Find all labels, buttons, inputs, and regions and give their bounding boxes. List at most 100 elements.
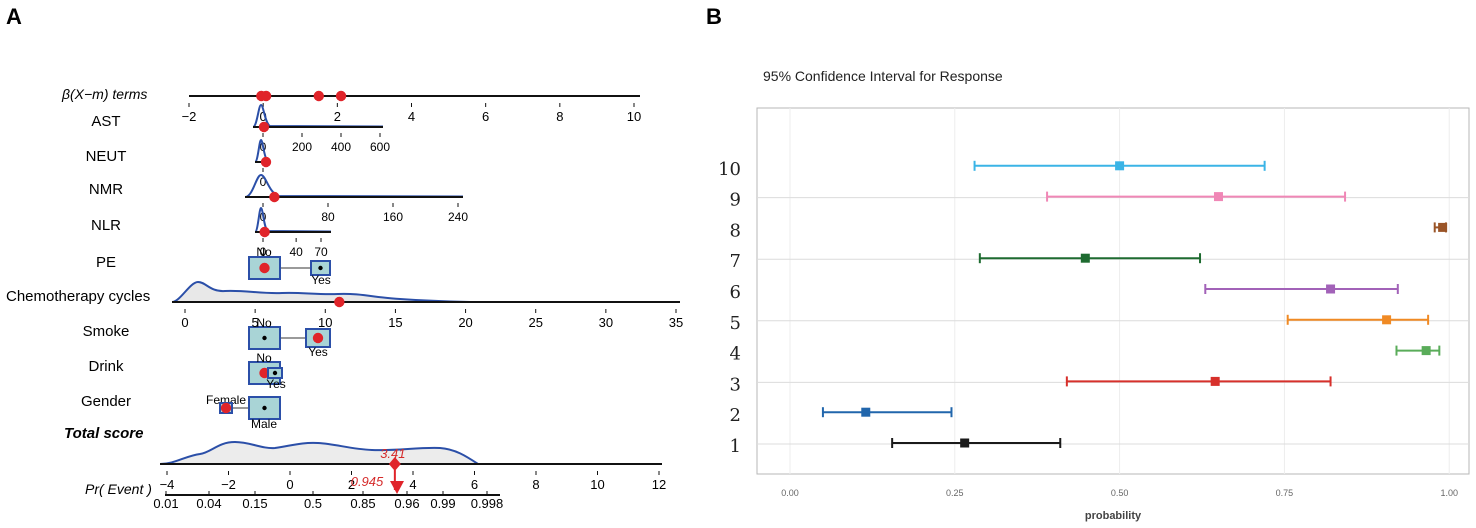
y-tick-label: 1 bbox=[730, 436, 741, 457]
row-label: NLR bbox=[91, 217, 121, 234]
tick-label: 70 bbox=[314, 245, 328, 259]
y-tick-label: 8 bbox=[730, 220, 741, 241]
row-label: Pr( Event ) bbox=[85, 481, 152, 497]
tick-label: 0 bbox=[260, 109, 267, 124]
point-estimate bbox=[960, 438, 970, 448]
level-label: No bbox=[256, 351, 272, 365]
point-estimate bbox=[1115, 161, 1125, 171]
total-score-value: 3.41 bbox=[380, 446, 405, 461]
tick-label: 0.96 bbox=[394, 496, 419, 511]
density-curve bbox=[252, 103, 384, 128]
level-label: No bbox=[256, 316, 272, 330]
row-label: Smoke bbox=[83, 323, 130, 340]
x-tick-label: 0.50 bbox=[1111, 488, 1129, 498]
tick-label: 600 bbox=[370, 140, 390, 154]
selected-level-point bbox=[312, 332, 324, 344]
tick-label: 10 bbox=[590, 477, 604, 492]
row-label: Drink bbox=[88, 358, 124, 375]
beta-term-point bbox=[335, 90, 347, 102]
tick-label: 15 bbox=[388, 315, 402, 330]
panel-label-a: A bbox=[6, 4, 22, 29]
level-label: Male bbox=[251, 417, 277, 431]
row-label: Gender bbox=[81, 393, 131, 410]
selected-point bbox=[260, 156, 272, 168]
y-tick-label: 10 bbox=[718, 159, 741, 180]
tick-label: −2 bbox=[221, 477, 236, 492]
selected-point bbox=[269, 191, 280, 203]
tick-label: 0 bbox=[260, 175, 267, 189]
density-curve bbox=[159, 440, 482, 465]
x-tick-label: 0.25 bbox=[946, 488, 964, 498]
tick-label: 30 bbox=[599, 315, 613, 330]
level-label: Yes bbox=[266, 377, 286, 391]
y-tick-label: 4 bbox=[730, 344, 741, 365]
tick-label: 0 bbox=[260, 245, 267, 259]
plot-area bbox=[756, 107, 1470, 475]
tick-label: 12 bbox=[652, 477, 666, 492]
density-curve bbox=[171, 280, 471, 303]
tick-label: 160 bbox=[383, 210, 403, 224]
tick-label: 0 bbox=[181, 315, 188, 330]
x-tick-label: 0.00 bbox=[781, 488, 799, 498]
x-tick-label: 0.75 bbox=[1276, 488, 1294, 498]
tick-label: 0.04 bbox=[196, 496, 221, 511]
row-label: β(X−m) terms bbox=[61, 86, 147, 102]
y-tick-label: 3 bbox=[730, 374, 741, 395]
tick-label: 0.5 bbox=[304, 496, 322, 511]
beta-term-point bbox=[260, 90, 272, 102]
tick-label: −4 bbox=[160, 477, 175, 492]
tick-label: 20 bbox=[458, 315, 472, 330]
tick-label: 0.99 bbox=[430, 496, 455, 511]
row-label: PE bbox=[96, 254, 116, 271]
tick-label: 8 bbox=[556, 109, 563, 124]
level-marker bbox=[262, 405, 267, 411]
tick-label: 10 bbox=[627, 109, 641, 124]
point-estimate bbox=[1382, 315, 1392, 325]
tick-label: 0.85 bbox=[350, 496, 375, 511]
level-marker bbox=[318, 265, 323, 271]
tick-label: 400 bbox=[331, 140, 351, 154]
tick-label: −2 bbox=[182, 109, 197, 124]
tick-label: 6 bbox=[471, 477, 478, 492]
level-label: No bbox=[256, 245, 272, 259]
level-label: Yes bbox=[308, 345, 328, 359]
tick-label: 2 bbox=[348, 477, 355, 492]
point-estimate bbox=[1421, 346, 1431, 356]
row-label: Chemotherapy cycles bbox=[6, 288, 150, 305]
tick-label: 35 bbox=[669, 315, 683, 330]
point-estimate bbox=[1213, 192, 1223, 202]
point-estimate bbox=[1080, 253, 1090, 263]
panel-label-b: B bbox=[706, 4, 722, 29]
x-axis-label: probability bbox=[1085, 510, 1142, 522]
tick-label: 4 bbox=[409, 477, 416, 492]
selected-point bbox=[334, 296, 345, 308]
tick-label: 2 bbox=[334, 109, 341, 124]
tick-label: 240 bbox=[448, 210, 468, 224]
probability-marker bbox=[390, 481, 404, 494]
tick-label: 0.01 bbox=[153, 496, 178, 511]
y-tick-label: 9 bbox=[730, 190, 741, 211]
selected-level-point bbox=[220, 402, 232, 414]
row-label: AST bbox=[91, 113, 120, 130]
tick-label: 5 bbox=[252, 315, 259, 330]
y-tick-label: 2 bbox=[730, 405, 741, 426]
tick-label: 10 bbox=[318, 315, 332, 330]
tick-label: 25 bbox=[528, 315, 542, 330]
point-estimate bbox=[1326, 284, 1336, 294]
tick-label: 0 bbox=[286, 477, 293, 492]
tick-label: 8 bbox=[532, 477, 539, 492]
point-estimate bbox=[861, 407, 871, 417]
chart-title: 95% Confidence Interval for Response bbox=[763, 68, 1003, 84]
level-marker bbox=[272, 370, 278, 376]
level-marker bbox=[262, 335, 267, 341]
tick-label: 6 bbox=[482, 109, 489, 124]
tick-label: 80 bbox=[321, 210, 335, 224]
x-tick-label: 1.00 bbox=[1440, 488, 1458, 498]
point-estimate bbox=[1210, 376, 1220, 386]
level-label: Yes bbox=[311, 273, 331, 287]
selected-point bbox=[259, 226, 270, 238]
selected-point bbox=[258, 121, 270, 133]
point-estimate bbox=[1438, 222, 1448, 232]
